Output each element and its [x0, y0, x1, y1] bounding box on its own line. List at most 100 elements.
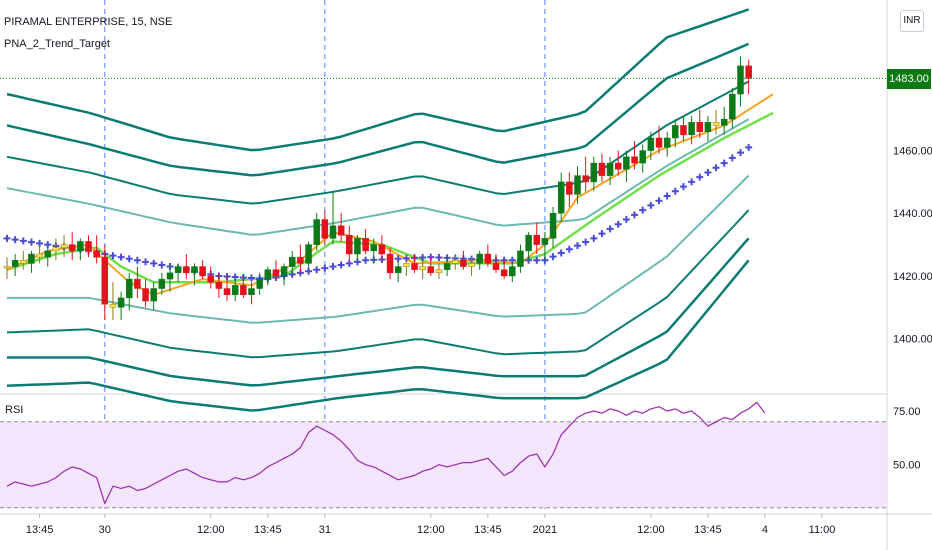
trend-marker [622, 216, 630, 224]
candle-body [598, 162, 606, 176]
candle-body [77, 241, 84, 252]
candle-body [745, 65, 752, 79]
candle-body [321, 219, 329, 239]
candle-body [460, 260, 467, 267]
candle-body [631, 156, 638, 164]
trend-marker [639, 206, 647, 214]
candle-body [696, 122, 703, 132]
candle-body [484, 253, 492, 264]
candle-body [191, 266, 198, 274]
trend-marker [345, 259, 353, 267]
candle-body [126, 278, 133, 299]
candle-body [52, 247, 60, 252]
candle-body [134, 278, 141, 289]
candle-body [704, 122, 712, 132]
trend-marker [117, 253, 125, 261]
interval: 15 [131, 16, 144, 28]
trend-marker [27, 238, 35, 246]
trend-marker [671, 187, 679, 195]
candle-body [582, 175, 589, 183]
trend-marker [688, 178, 696, 186]
upper-band-line-2 [6, 42, 750, 177]
trend-marker [321, 264, 329, 272]
price-axis-tick-label: 1440.00 [893, 208, 932, 220]
trend-marker [696, 173, 704, 181]
trend-marker [3, 234, 11, 242]
candle-body [663, 137, 671, 148]
trend-marker [248, 274, 255, 282]
rsi-axis-tick-label: 75.00 [893, 406, 921, 418]
candle-body [60, 244, 68, 248]
trend-marker [549, 253, 557, 261]
exchange: NSE [149, 16, 173, 28]
candle-body [36, 253, 43, 258]
candle-body [615, 162, 622, 170]
trend-marker [337, 261, 345, 269]
candle-body [289, 256, 296, 267]
trend-marker [435, 254, 443, 262]
trend-marker [614, 220, 622, 228]
rsi-axis-tick-label: 50.00 [893, 460, 921, 472]
trend-marker [655, 197, 663, 205]
trend-marker [704, 168, 712, 176]
price-axis-tick-label: 1400.00 [893, 334, 932, 346]
candle-body [712, 122, 720, 126]
time-axis-tick-label: 12:00 [197, 524, 225, 536]
trend-marker [133, 256, 141, 264]
currency-button[interactable]: INR [900, 10, 924, 32]
trend-marker [728, 154, 736, 162]
candle-body [370, 244, 377, 252]
candle-body [419, 266, 426, 270]
candle-body [533, 234, 540, 245]
candle-body [337, 225, 345, 236]
rsi-band-fill [0, 421, 887, 508]
candle-body [166, 272, 174, 280]
candle-body [199, 266, 206, 277]
candle-body [150, 288, 157, 302]
time-axis-tick-label: 13:45 [694, 524, 722, 536]
candle-body [223, 288, 231, 296]
trend-marker [150, 259, 158, 267]
candle-body [85, 241, 92, 252]
candle-body [28, 253, 35, 264]
candle-body [231, 285, 239, 296]
candle-body [672, 125, 679, 139]
candle-body [411, 263, 418, 270]
trend-marker [11, 236, 19, 244]
candle-body [403, 263, 410, 267]
candle-body [720, 118, 728, 126]
candle-body [3, 266, 11, 269]
candle-body [427, 266, 435, 274]
candle-body [264, 269, 272, 280]
time-axis-tick-label: 31 [319, 524, 331, 536]
trend-marker [362, 256, 370, 264]
trend-marker [419, 254, 427, 262]
candle-body [240, 285, 247, 296]
symbol-name: PIRAMAL ENTERPRISE [4, 16, 126, 28]
indicator-legend[interactable]: PNA_2_Trend_Target [4, 38, 110, 50]
candle-body [215, 281, 223, 289]
candle-body [435, 269, 443, 274]
trend-marker [720, 159, 728, 167]
upper-band-line-3 [6, 80, 750, 205]
time-axis-tick-label: 2021 [533, 524, 557, 536]
trend-marker [329, 263, 337, 271]
candle-body [68, 244, 76, 252]
candle-body [443, 263, 451, 270]
candle-body [280, 266, 288, 277]
candle-body [492, 263, 500, 270]
trend-marker [647, 201, 655, 209]
candle-body [517, 250, 524, 267]
trend-marker [598, 230, 606, 238]
time-axis-tick-label: 13:45 [474, 524, 502, 536]
candle-body [476, 253, 483, 264]
trend-marker [565, 245, 573, 253]
candle-body [142, 288, 149, 302]
candle-body [737, 65, 744, 95]
candle-body [639, 150, 646, 164]
time-axis-tick-label: 13:45 [26, 524, 54, 536]
candle-body [183, 266, 190, 274]
rsi-legend[interactable]: RSI [5, 404, 24, 416]
candle-body [680, 125, 687, 136]
